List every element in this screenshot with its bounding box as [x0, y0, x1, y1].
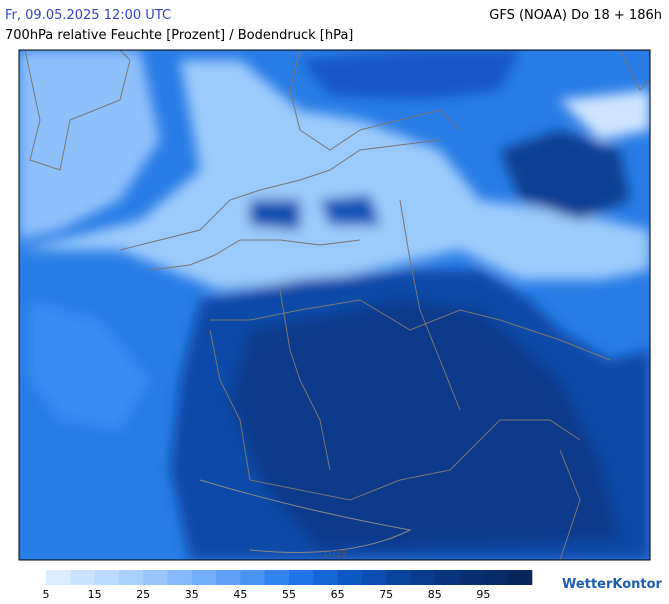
colorbar-swatch: [459, 570, 484, 585]
colorbar-swatch: [483, 570, 508, 585]
colorbar-swatch: [386, 570, 411, 585]
map: 1015: [19, 50, 650, 560]
model-run: GFS (NOAA) Do 18 + 186h: [489, 8, 662, 23]
colorbar: 5 15 25 35 45 55 65 75 85 95: [43, 570, 533, 601]
colorbar-swatch: [361, 570, 387, 585]
subtitle: 700hPa relative Feuchte [Prozent] / Bode…: [5, 28, 353, 43]
colorbar-swatch: [70, 570, 95, 585]
colorbar-swatch: [313, 570, 338, 585]
colorbar-swatch: [507, 570, 533, 585]
colorbar-tick-label: 75: [379, 588, 393, 600]
colorbar-swatch: [94, 570, 120, 585]
colorbar-tick-label: 25: [136, 588, 150, 600]
colorbar-swatch: [434, 570, 460, 585]
colorbar-tick-label: 95: [476, 588, 490, 600]
colorbar-tick-label: 45: [233, 588, 247, 600]
colorbar-tick-label: 15: [88, 588, 102, 600]
colorbar-swatch: [240, 570, 265, 585]
colorbar-swatch: [337, 570, 363, 585]
datetime: Fr, 09.05.2025 12:00 UTC: [5, 8, 171, 23]
colorbar-tick-label: 55: [282, 588, 296, 600]
colorbar-swatch: [118, 570, 144, 585]
isobar-label: 1015: [322, 549, 347, 560]
colorbar-swatch: [191, 570, 217, 585]
map-frame: [18, 49, 651, 561]
colorbar-tick-label: 35: [185, 588, 199, 600]
colorbar-tick-label: 85: [428, 588, 442, 600]
colorbar-swatch: [216, 570, 241, 585]
colorbar-swatch: [143, 570, 168, 585]
logo: WetterKontor: [562, 577, 663, 592]
colorbar-swatch: [289, 570, 314, 585]
colorbar-swatch: [46, 570, 71, 585]
colorbar-tick-label: 65: [331, 588, 345, 600]
colorbar-swatch: [264, 570, 290, 585]
colorbar-swatch: [167, 570, 193, 585]
colorbar-tick-label: 5: [43, 588, 50, 600]
colorbar-swatch: [410, 570, 436, 585]
